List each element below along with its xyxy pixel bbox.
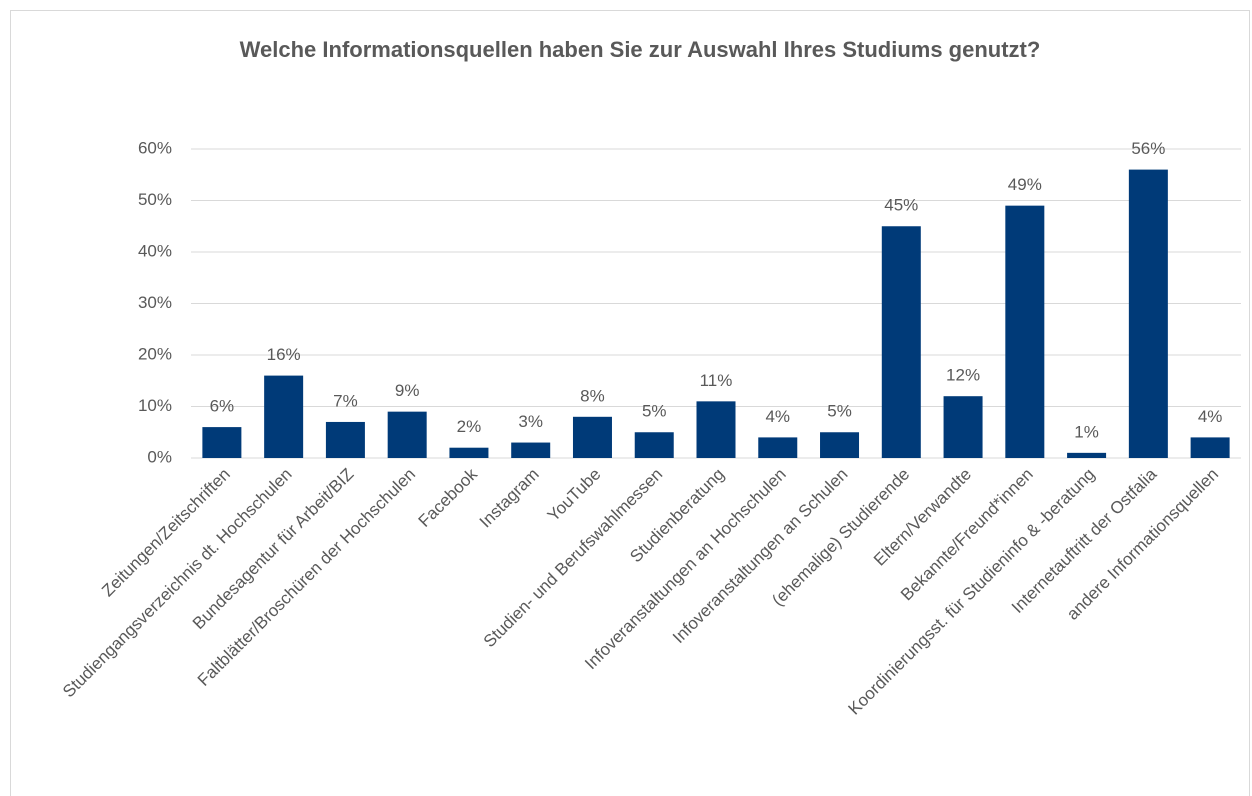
value-label: 5% xyxy=(642,402,667,421)
chart-title: Welche Informationsquellen haben Sie zur… xyxy=(239,37,1041,62)
y-tick-label: 50% xyxy=(138,190,172,209)
value-label: 2% xyxy=(457,417,482,436)
x-tick-label: Studiengangsverzeichnis dt. Hochschulen xyxy=(59,465,296,702)
value-label: 16% xyxy=(267,345,301,364)
bar xyxy=(943,396,983,458)
value-label: 45% xyxy=(884,196,918,215)
bar xyxy=(1005,205,1045,458)
bar xyxy=(758,437,798,458)
y-tick-label: 20% xyxy=(138,344,172,363)
value-label: 6% xyxy=(210,397,235,416)
bar xyxy=(881,226,921,458)
bar xyxy=(449,447,489,458)
bar xyxy=(202,427,242,458)
bar xyxy=(387,411,427,458)
value-label: 8% xyxy=(580,386,605,405)
bar xyxy=(1190,437,1230,458)
chart-frame xyxy=(10,10,1250,796)
bar xyxy=(1128,169,1168,458)
y-tick-label: 0% xyxy=(147,447,172,466)
bar xyxy=(264,375,304,458)
y-tick-label: 40% xyxy=(138,241,172,260)
value-label: 9% xyxy=(395,381,420,400)
bar xyxy=(696,401,736,458)
value-label: 4% xyxy=(765,407,790,426)
value-label: 7% xyxy=(333,391,358,410)
value-label: 5% xyxy=(827,402,852,421)
value-label: 11% xyxy=(700,371,733,390)
y-tick-label: 10% xyxy=(138,396,172,415)
bar xyxy=(325,421,365,458)
y-tick-label: 60% xyxy=(138,138,172,157)
bar xyxy=(634,432,674,458)
value-label: 12% xyxy=(946,366,980,385)
value-label: 1% xyxy=(1074,422,1099,441)
x-tick-label: YouTube xyxy=(544,465,605,526)
x-tick-label: Facebook xyxy=(415,464,482,531)
bar xyxy=(820,432,860,458)
x-tick-label: Instagram xyxy=(476,465,543,532)
x-tick-label: Faltblätter/Broschüren der Hochschulen xyxy=(194,465,419,690)
bar xyxy=(1067,452,1107,458)
bar xyxy=(511,442,551,458)
value-label: 56% xyxy=(1131,139,1165,158)
bar xyxy=(572,416,612,458)
value-label: 3% xyxy=(518,412,543,431)
value-label: 49% xyxy=(1008,175,1042,194)
y-tick-label: 30% xyxy=(138,293,172,312)
value-label: 4% xyxy=(1198,407,1223,426)
